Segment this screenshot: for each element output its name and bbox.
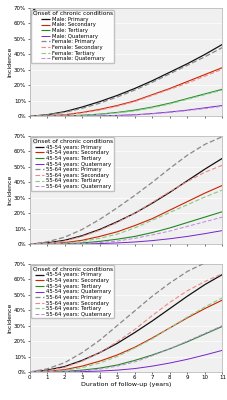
Legend: 45-54 years: Primary, 45-54 years: Secondary, 45-54 years: Tertiary, 45-54 years: 45-54 years: Primary, 45-54 years: Secon… <box>31 265 114 318</box>
X-axis label: Duration of follow-up (years): Duration of follow-up (years) <box>81 382 171 387</box>
Text: A: A <box>31 9 38 18</box>
Y-axis label: Incidence: Incidence <box>7 175 12 205</box>
Legend: 45-54 years: Primary, 45-54 years: Secondary, 45-54 years: Tertiary, 45-54 years: 45-54 years: Primary, 45-54 years: Secon… <box>31 138 114 191</box>
Legend: Male: Primary, Male: Secondary, Male: Tertiary, Male: Quaternary, Female: Primar: Male: Primary, Male: Secondary, Male: Te… <box>31 10 114 63</box>
Y-axis label: Incidence: Incidence <box>7 303 12 333</box>
Y-axis label: Incidence: Incidence <box>7 47 12 77</box>
Text: C: C <box>31 265 37 274</box>
Text: B: B <box>31 137 38 146</box>
